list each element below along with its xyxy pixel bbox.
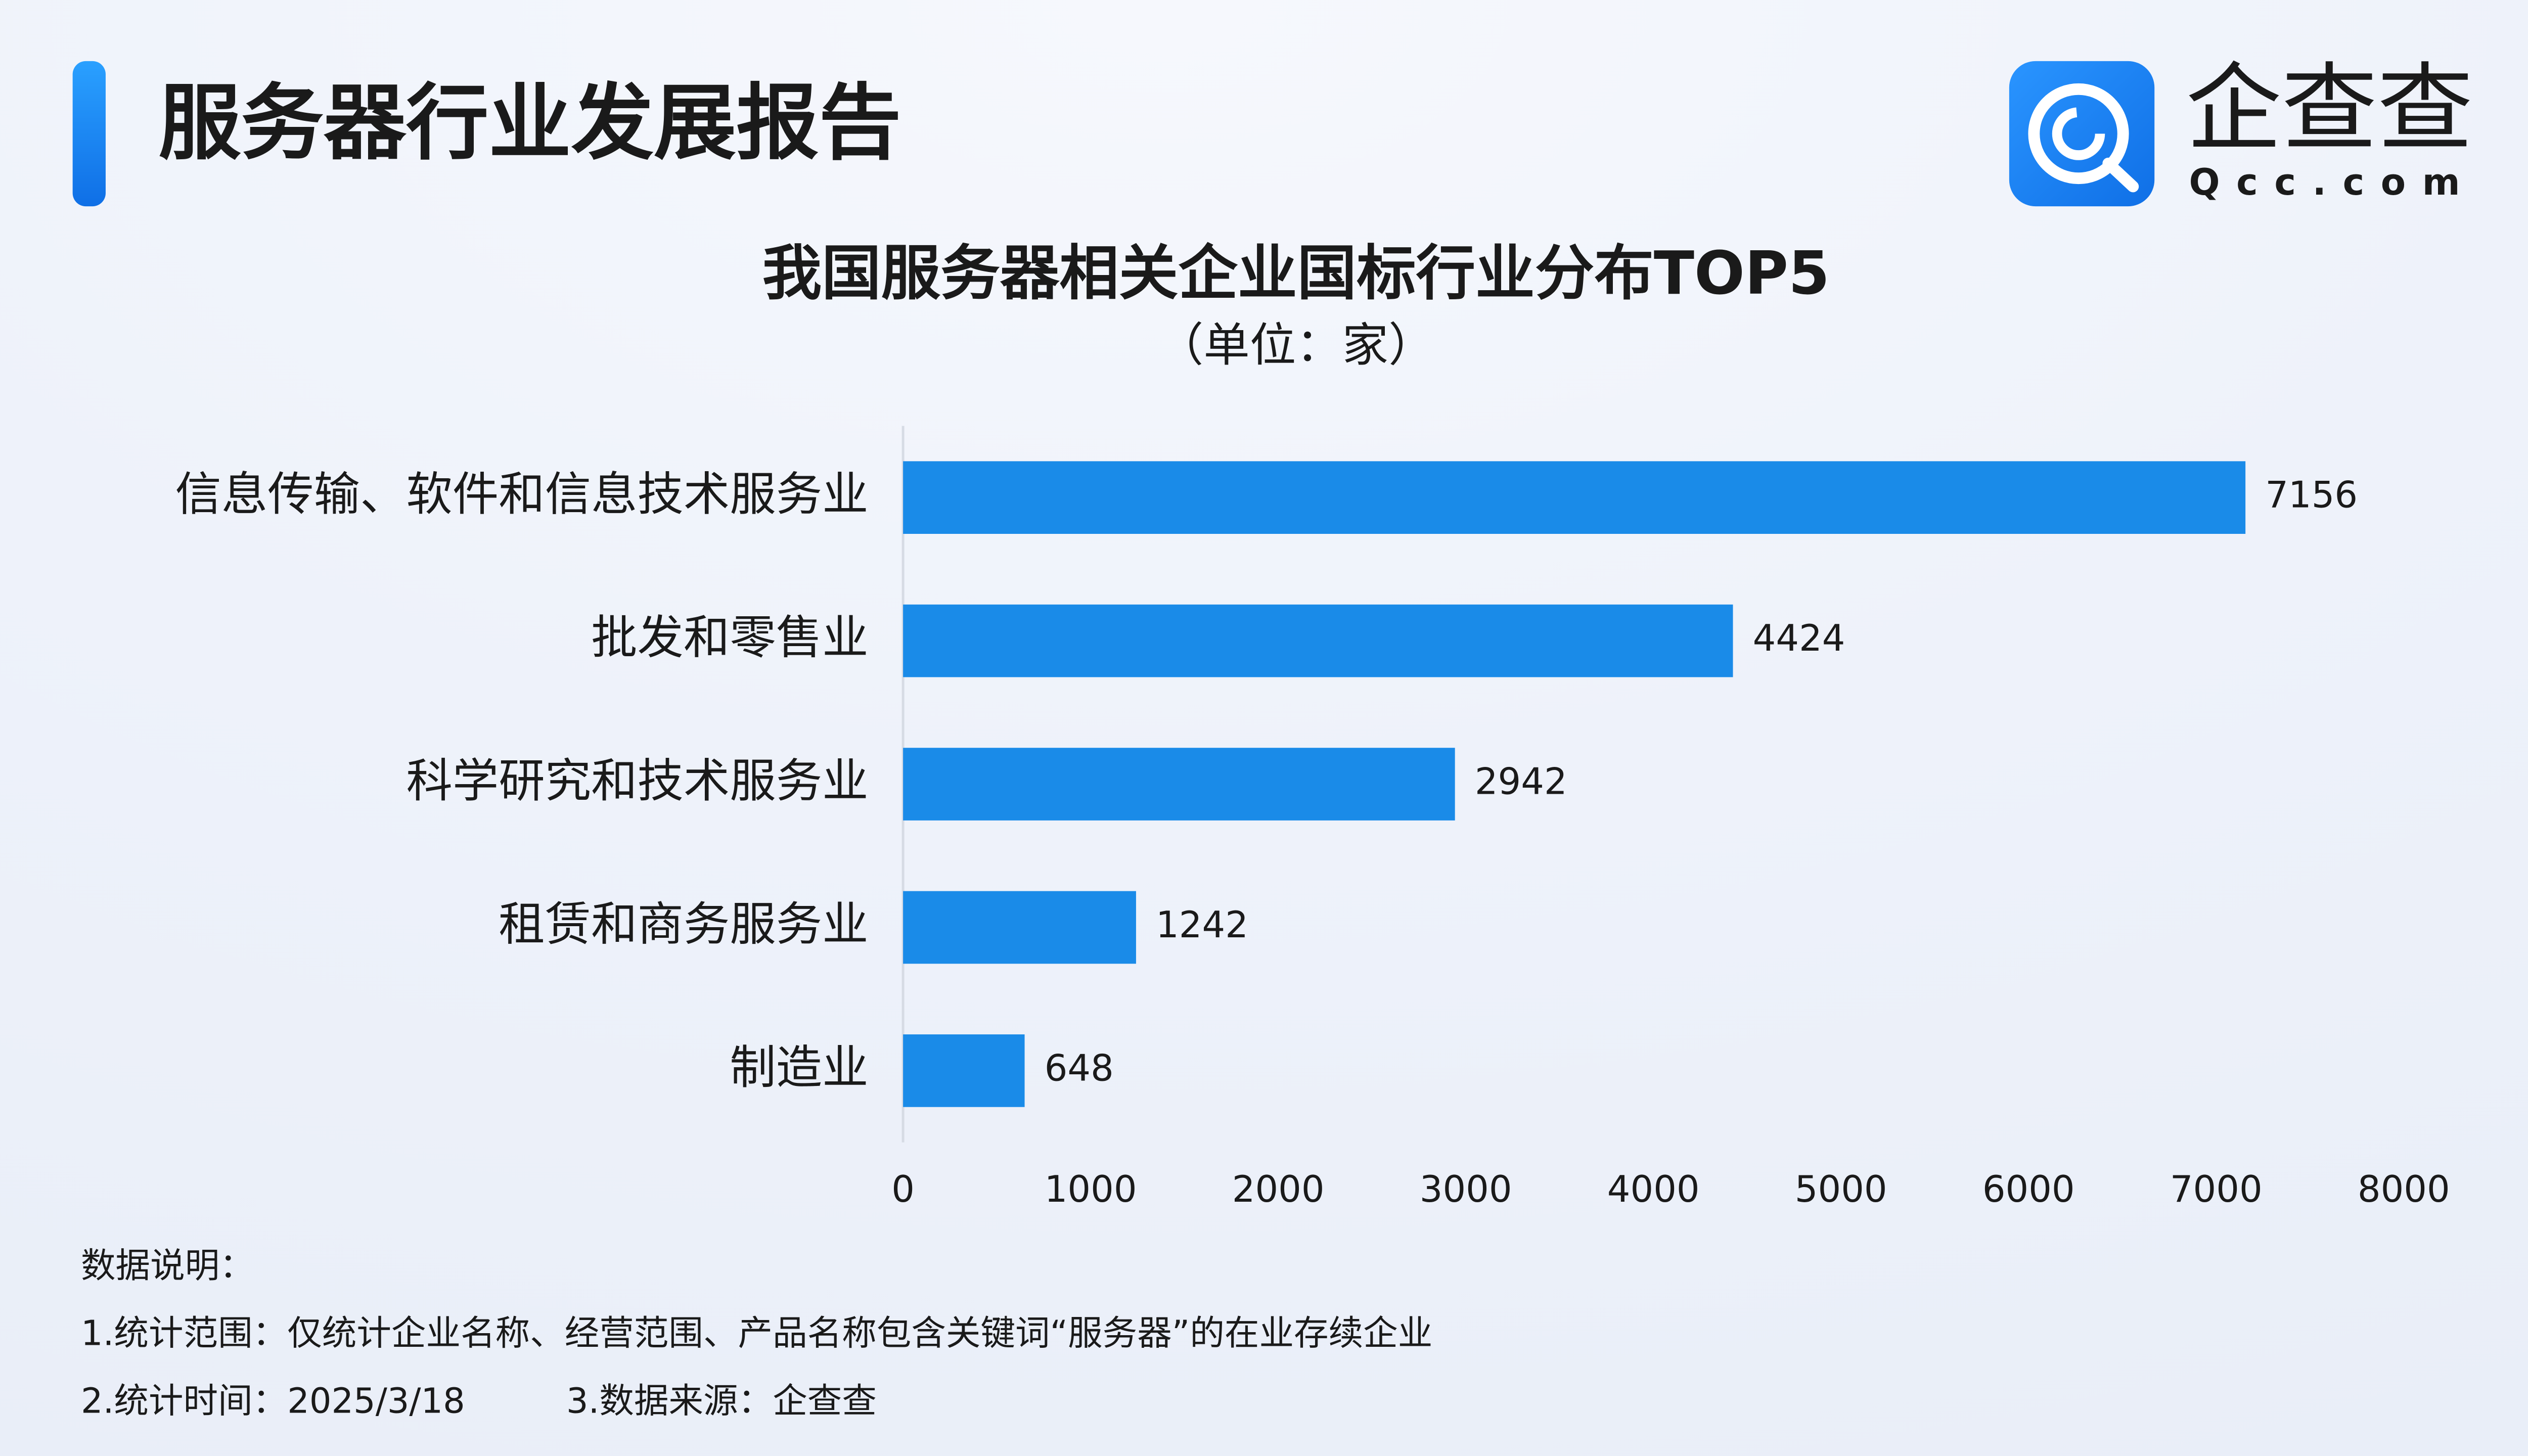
x-tick-label: 0 xyxy=(891,1168,915,1210)
y-tick-label: 信息传输、软件和信息技术服务业 xyxy=(175,467,868,521)
x-tick-label: 8000 xyxy=(2358,1168,2450,1210)
logo-domain: Qcc.com xyxy=(2189,161,2476,203)
x-tick-label: 5000 xyxy=(1795,1168,1887,1210)
value-label: 2942 xyxy=(1475,760,1567,803)
x-tick-label: 7000 xyxy=(2170,1168,2263,1210)
accent-bar xyxy=(72,61,106,207)
x-tick-label: 3000 xyxy=(1420,1168,1512,1210)
logo-tail xyxy=(2102,157,2139,193)
note-time: 2.统计时间：2025/3/18 xyxy=(81,1381,465,1422)
y-tick-label: 批发和零售业 xyxy=(591,610,868,664)
y-tick-label: 租赁和商务服务业 xyxy=(499,897,868,951)
chart-subtitle: （单位：家） xyxy=(1157,318,1434,372)
bar xyxy=(903,604,1733,677)
value-label: 4424 xyxy=(1753,617,1845,659)
value-label: 1242 xyxy=(1156,903,1248,946)
x-tick-label: 1000 xyxy=(1045,1168,1137,1210)
logo-name: 企查查 xyxy=(2186,53,2473,164)
bar xyxy=(903,1034,1025,1107)
logo: 企查查 Qcc.com xyxy=(2009,53,2476,207)
value-label: 648 xyxy=(1045,1046,1114,1089)
y-tick-label: 制造业 xyxy=(730,1040,868,1095)
note-scope: 1.统计范围：仅统计企业名称、经营范围、产品名称包含关键词“服务器”的在业存续企… xyxy=(81,1313,1432,1354)
value-label: 7156 xyxy=(2265,474,2358,516)
page-title: 服务器行业发展报告 xyxy=(158,75,901,171)
note-heading: 数据说明： xyxy=(81,1246,254,1286)
note-source: 3.数据来源：企查查 xyxy=(566,1381,877,1422)
x-tick-label: 6000 xyxy=(1982,1168,2075,1210)
bar xyxy=(903,891,1136,964)
y-tick-label: 科学研究和技术服务业 xyxy=(406,754,868,808)
chart-title: 我国服务器相关企业国标行业分布TOP5 xyxy=(762,239,1830,308)
x-tick-label: 4000 xyxy=(1607,1168,1700,1210)
logo-inner xyxy=(2052,107,2105,160)
bar xyxy=(903,461,2246,534)
x-tick-label: 2000 xyxy=(1232,1168,1325,1210)
bar xyxy=(903,748,1455,821)
logo-ring xyxy=(2028,83,2129,185)
